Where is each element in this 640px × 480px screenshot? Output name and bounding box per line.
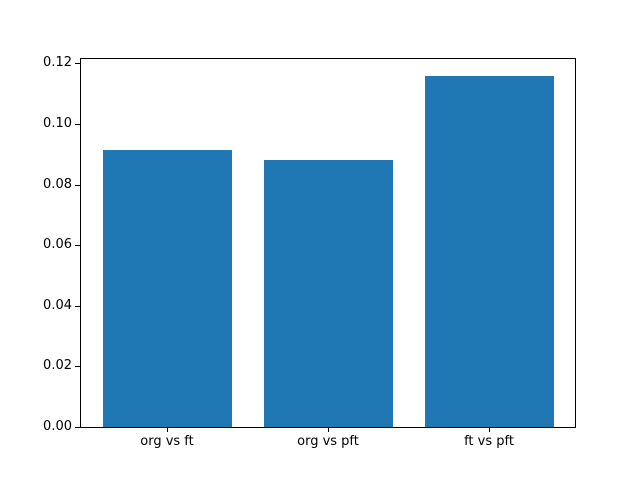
y-tick-mark xyxy=(75,306,80,307)
y-tick-label: 0.02 xyxy=(43,358,72,373)
y-tick-mark xyxy=(75,63,80,64)
x-tick-mark xyxy=(489,427,490,432)
x-tick-label: ft vs pft xyxy=(464,434,514,449)
x-tick-label: org vs ft xyxy=(140,434,194,449)
y-tick-mark xyxy=(75,124,80,125)
y-tick-label: 0.00 xyxy=(43,419,72,434)
y-tick-label: 0.06 xyxy=(43,237,72,252)
bar xyxy=(264,160,393,427)
y-tick-mark xyxy=(75,185,80,186)
plot-area xyxy=(80,58,576,428)
x-tick-mark xyxy=(328,427,329,432)
bar xyxy=(425,76,554,427)
x-tick-label: org vs pft xyxy=(297,434,359,449)
x-tick-mark xyxy=(167,427,168,432)
y-tick-label: 0.04 xyxy=(43,298,72,313)
y-tick-mark xyxy=(75,245,80,246)
y-tick-mark xyxy=(75,427,80,428)
bar xyxy=(103,150,232,427)
y-tick-mark xyxy=(75,366,80,367)
y-tick-label: 0.12 xyxy=(43,55,72,70)
y-tick-label: 0.10 xyxy=(43,116,72,131)
y-tick-label: 0.08 xyxy=(43,177,72,192)
